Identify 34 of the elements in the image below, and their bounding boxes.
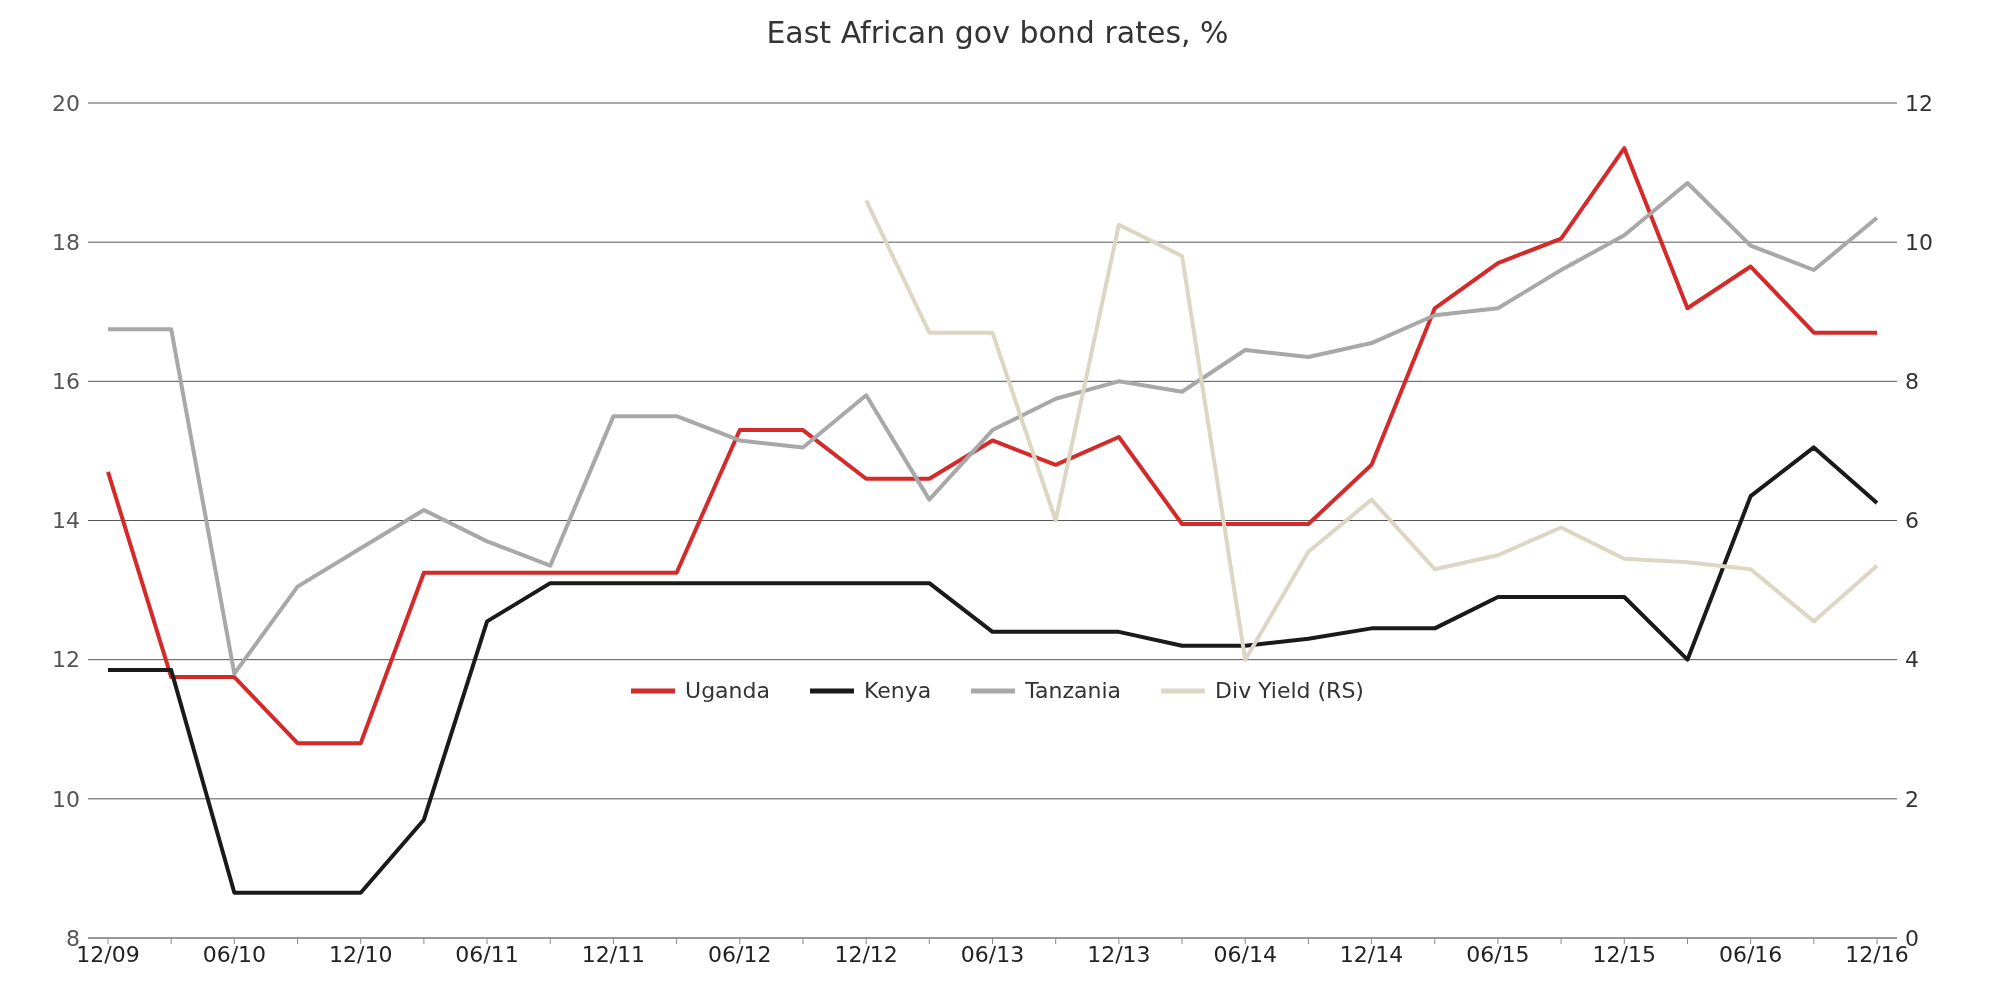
x-tick-label: 06/13 — [960, 941, 1025, 967]
x-tick-label: 06/15 — [1466, 941, 1530, 967]
x-tick-label: 12/12 — [834, 941, 898, 967]
x-tick-label: 12/14 — [1339, 941, 1404, 967]
x-tick-label: 12/13 — [1087, 941, 1151, 967]
line-series — [864, 198, 1879, 662]
y2-tick-label: 6 — [1905, 508, 1919, 534]
y-tick-label: 16 — [52, 369, 80, 395]
x-tick-label: 12/15 — [1592, 941, 1656, 967]
x-tick-label: 06/14 — [1213, 941, 1277, 967]
x-tick-label: 06/10 — [202, 941, 267, 967]
y-tick-label: 18 — [52, 229, 80, 255]
line-series — [106, 146, 1879, 746]
y-tick-label: 14 — [52, 508, 80, 534]
x-tick-label: 06/11 — [455, 941, 519, 967]
x-tick-label: 12/11 — [581, 941, 646, 967]
y-tick-label: 20 — [52, 90, 80, 116]
y2-tick-label: 12 — [1905, 90, 1933, 116]
y2-tick-label: 4 — [1905, 647, 1919, 673]
x-tick-label: 06/16 — [1718, 941, 1783, 967]
x-tick-label: 06/12 — [708, 941, 772, 967]
legend-label: Div Yield (RS) — [1214, 678, 1364, 703]
x-tick-label: 12/10 — [329, 941, 393, 967]
y-tick-label: 12 — [52, 647, 80, 673]
legend-label: Uganda — [684, 678, 770, 703]
y-tick-label: 10 — [52, 786, 80, 812]
line-series — [106, 181, 1879, 676]
y2-tick-label: 8 — [1905, 369, 1919, 395]
legend-label: Tanzania — [1024, 678, 1122, 703]
y2-tick-label: 2 — [1905, 786, 1919, 812]
y2-tick-label: 10 — [1905, 229, 1933, 255]
chart-title: East African gov bond rates, % — [765, 14, 1230, 52]
line-series — [106, 445, 1879, 895]
legend-label: Kenya — [863, 678, 932, 703]
